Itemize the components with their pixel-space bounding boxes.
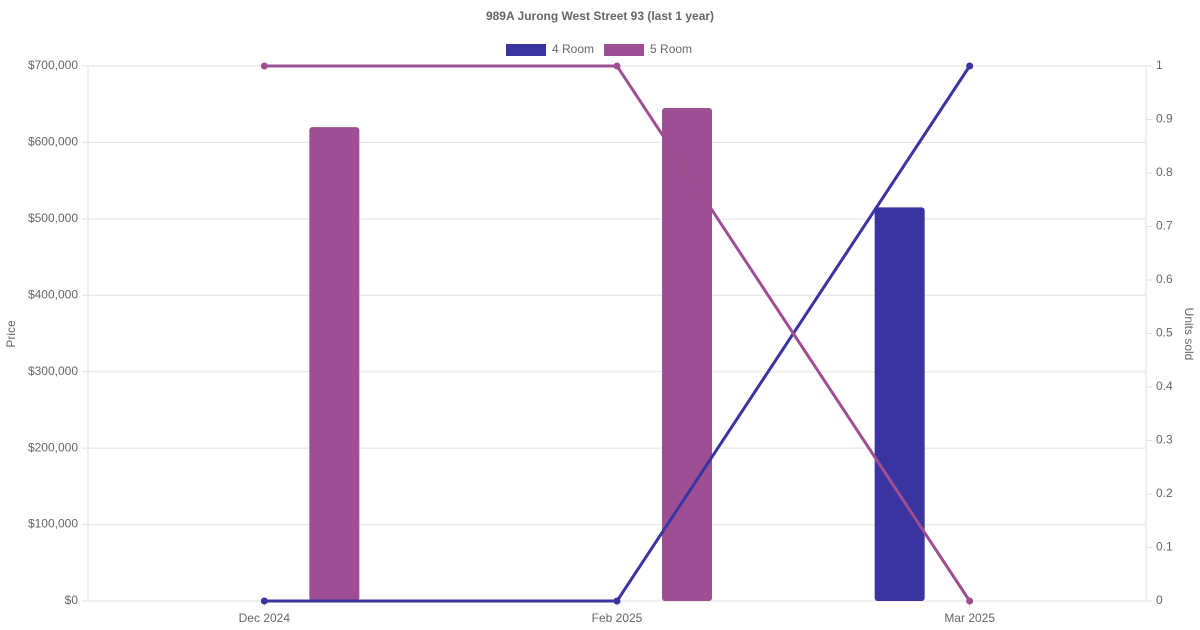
x-tick-label: Mar 2025 <box>944 611 995 625</box>
y-axis-title: Price <box>4 320 18 348</box>
bar <box>874 207 925 601</box>
bar <box>309 127 360 602</box>
y2-axis-title: Units sold <box>1182 308 1196 361</box>
y2-tick-label: 0.9 <box>1156 112 1173 126</box>
y2-tick-label: 0.6 <box>1156 272 1173 286</box>
point <box>260 597 268 605</box>
point <box>966 597 974 605</box>
y-tick-label: $700,000 <box>28 58 78 72</box>
point <box>260 62 268 70</box>
legend-swatch <box>506 44 546 56</box>
legend-swatch <box>604 44 645 56</box>
x-tick-label: Feb 2025 <box>592 611 643 625</box>
y2-tick-label: 0.5 <box>1156 326 1173 340</box>
chart-title: 989A Jurong West Street 93 (last 1 year) <box>486 9 714 23</box>
y-tick-label: $0 <box>65 593 79 607</box>
y-tick-label: $400,000 <box>28 287 78 301</box>
point <box>966 62 974 70</box>
point <box>613 597 621 605</box>
bar <box>662 108 712 602</box>
legend-label: 5 Room <box>650 42 692 56</box>
y2-tick-label: 0.7 <box>1156 219 1173 233</box>
y2-tick-label: 0.3 <box>1156 433 1173 447</box>
point <box>613 62 621 70</box>
y2-tick-label: 0.1 <box>1156 540 1173 554</box>
y-tick-label: $600,000 <box>28 135 78 149</box>
y-tick-label: $500,000 <box>28 211 78 225</box>
y-tick-label: $300,000 <box>28 364 78 378</box>
x-tick-label: Dec 2024 <box>239 611 291 625</box>
y-tick-label: $200,000 <box>28 440 78 454</box>
y2-tick-label: 0.2 <box>1156 486 1173 500</box>
legend-label: 4 Room <box>552 42 594 56</box>
y2-tick-label: 0 <box>1156 593 1163 607</box>
y2-tick-label: 0.4 <box>1156 379 1173 393</box>
y-tick-label: $100,000 <box>28 517 78 531</box>
y2-tick-label: 0.8 <box>1156 165 1173 179</box>
y2-tick-label: 1 <box>1156 58 1163 72</box>
line <box>264 65 971 603</box>
line <box>264 64 971 602</box>
